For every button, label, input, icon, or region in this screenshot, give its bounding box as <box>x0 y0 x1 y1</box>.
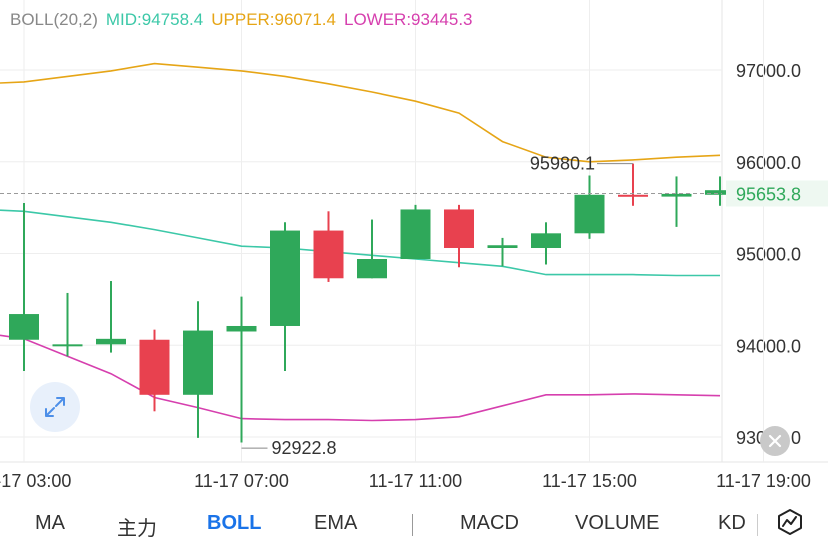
legend-name: BOLL(20,2) <box>10 10 98 29</box>
candle-body[interactable] <box>618 194 648 197</box>
expand-icon <box>45 397 65 417</box>
candle-body[interactable] <box>183 330 213 395</box>
chart-style-button[interactable] <box>774 506 806 538</box>
y-tick-label: 96000.0 <box>736 153 801 173</box>
tab-macd[interactable]: MACD <box>460 512 519 534</box>
candle-body[interactable] <box>270 230 300 326</box>
current-price-label: 95653.8 <box>736 185 801 205</box>
candle-body[interactable] <box>357 259 387 279</box>
candle-body[interactable] <box>96 338 126 345</box>
boll-mid-line <box>0 209 720 277</box>
x-tick-label: 11-17 19:00 <box>716 471 811 491</box>
x-tick-label: 11-17 03:00 <box>0 471 71 491</box>
candle-body[interactable] <box>487 245 518 248</box>
x-tick-label: 11-17 15:00 <box>542 471 637 491</box>
boll-upper-line <box>0 62 721 163</box>
legend-upper: UPPER:96071.4 <box>211 10 336 29</box>
tab-main[interactable]: 主力 <box>117 518 157 540</box>
chart-line-icon <box>778 509 802 535</box>
current-price-tag <box>726 180 828 207</box>
candle-body[interactable] <box>139 339 170 395</box>
candle-body[interactable] <box>9 314 39 340</box>
candle-body[interactable] <box>52 344 83 347</box>
candlestick-chart[interactable]: 97000.096000.095000.094000.093000.011-17… <box>0 0 828 500</box>
tab-kd[interactable]: KD <box>718 512 746 534</box>
tab-ma[interactable]: MA <box>35 512 65 534</box>
y-tick-label: 97000.0 <box>736 61 801 81</box>
candle-body[interactable] <box>444 209 474 248</box>
y-tick-label: 95000.0 <box>736 245 801 265</box>
expand-button[interactable] <box>30 382 80 432</box>
high-price-label: 95980.1 <box>530 154 595 174</box>
tab-divider-right <box>757 514 758 536</box>
candle-body[interactable] <box>661 193 692 197</box>
x-tick-label: 11-17 11:00 <box>369 471 462 491</box>
boll-lower-line <box>0 334 721 422</box>
candle-body[interactable] <box>531 233 561 248</box>
close-indicator-button[interactable] <box>760 426 790 456</box>
y-tick-label: 94000.0 <box>736 336 801 356</box>
legend-lower: LOWER:93445.3 <box>343 10 473 29</box>
candle-body[interactable] <box>226 325 257 332</box>
candle-body[interactable] <box>574 194 605 234</box>
tab-volume[interactable]: VOLUME <box>575 512 660 534</box>
indicator-legend: BOLL(20,2) MID:94758.4 UPPER:96071.4 LOW… <box>10 10 473 30</box>
tab-boll[interactable]: BOLL <box>207 512 262 534</box>
low-price-label: 92922.8 <box>272 438 337 458</box>
tab-divider <box>412 514 413 536</box>
candle-body[interactable] <box>313 230 344 279</box>
close-icon <box>768 434 782 448</box>
x-tick-label: 11-17 07:00 <box>194 471 289 491</box>
candle-body[interactable] <box>705 190 735 195</box>
indicator-tabs: MA 主力 BOLL EMA MACD VOLUME KD <box>0 500 828 550</box>
legend-mid: MID:94758.4 <box>105 10 204 29</box>
tab-ema[interactable]: EMA <box>314 512 358 534</box>
candle-body[interactable] <box>400 209 431 260</box>
